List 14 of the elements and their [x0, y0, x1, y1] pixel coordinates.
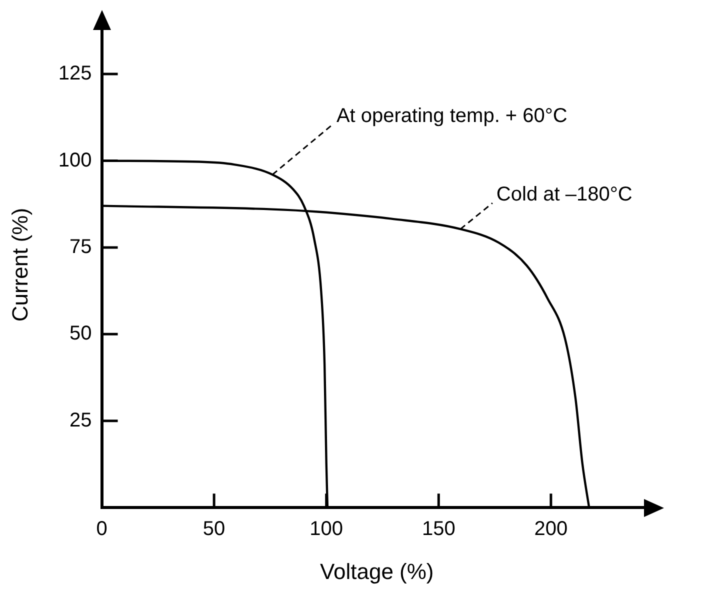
y-tick-label: 100 [58, 149, 92, 172]
y-axis-title: Current (%) [7, 208, 32, 322]
x-tick-label: 50 [202, 518, 226, 540]
x-tick-label: 100 [310, 518, 344, 540]
annotation: Cold at –180°C [496, 184, 632, 206]
x-tick-label: 200 [534, 518, 568, 540]
x-axis-title: Voltage (%) [320, 558, 434, 584]
y-tick-label: 25 [70, 409, 92, 432]
x-tick-label: 0 [96, 518, 108, 540]
y-tick-label: 75 [70, 236, 92, 258]
x-tick-label: 150 [422, 518, 456, 540]
y-tick-label: 50 [70, 322, 92, 345]
annotation: At operating temp. + 60°C [336, 105, 568, 128]
y-tick-label: 125 [58, 62, 92, 85]
